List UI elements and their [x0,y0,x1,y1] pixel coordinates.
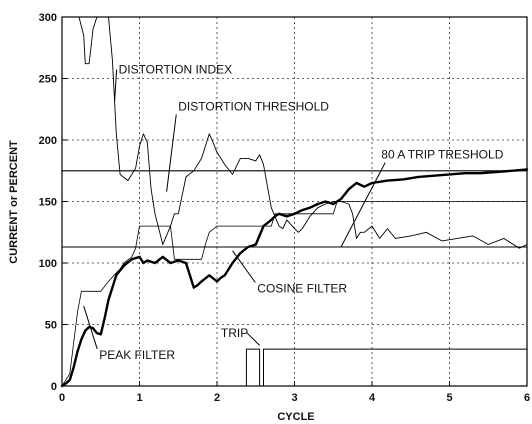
annotation-label: 80 A TRIP TRESHOLD [381,147,503,161]
y-tick-label: 300 [39,12,57,24]
annotation-label: DISTORTION THRESHOLD [178,99,329,113]
annotation-leader [246,332,260,346]
annotation-label: PEAK FILTER [99,348,175,362]
annotation-leader [232,250,256,283]
series-line-cosine-filter [61,201,528,387]
annotation-leader [166,114,177,192]
y-axis-title: CURRENT or PERCENT [8,140,20,264]
y-tick-label: 0 [51,381,57,393]
series-line-peak-filter [60,168,529,388]
x-tick-label: 0 [59,392,65,404]
x-tick-label: 3 [291,392,297,404]
annotation-leader [83,305,98,350]
y-tick-label: 200 [39,135,57,147]
annotation-leader [340,162,386,248]
x-axis-title: CYCLE [277,411,314,423]
y-tick-label: 150 [39,197,57,209]
y-axis-ticks: 0 50 100 150 200 250 300 [39,12,67,393]
y-tick-label: 50 [45,320,57,332]
x-tick-label: 5 [446,392,452,404]
x-tick-label: 1 [136,392,142,404]
y-tick-label: 250 [39,74,57,86]
x-tick-label: 4 [369,392,376,404]
annotation-label: COSINE FILTER [257,282,347,296]
series-layer [60,16,529,388]
annotation-label: TRIP [221,326,248,340]
y-tick-label: 100 [39,258,57,270]
x-axis-ticks: 0 1 2 3 4 5 6 [59,381,530,404]
x-tick-label: 2 [214,392,220,404]
annotation-leader [114,69,118,101]
annotation-label: DISTORTION INDEX [119,63,233,77]
series-line-distortion-index [73,16,528,249]
grid [62,17,527,386]
x-tick-label: 6 [524,392,530,404]
annotations: DISTORTION INDEX DISTORTION THRESHOLD 80 A… [83,63,504,362]
